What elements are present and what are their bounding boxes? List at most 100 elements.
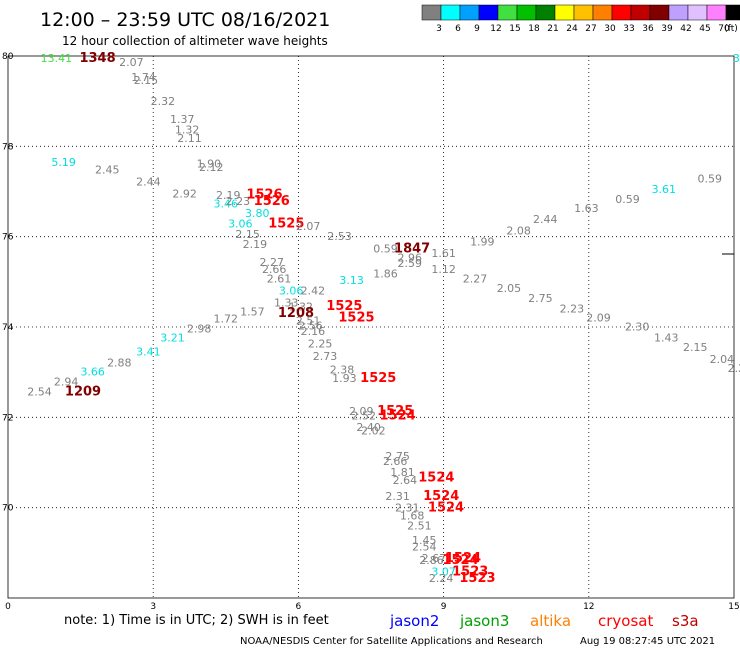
observations: 13.41 1348 2.071.742.152.321.371.322.115.1… <box>27 51 740 586</box>
scale-label: 42 <box>680 24 691 34</box>
wave-height-label: 0.59 <box>698 172 723 185</box>
wave-height-label: 2.54 <box>27 386 52 399</box>
wave-height-label: 2.30 <box>625 321 650 334</box>
scale-label: 6 <box>455 24 461 34</box>
wave-height-label: 1.93 <box>332 372 357 385</box>
wave-height-label: 1523 <box>459 571 495 586</box>
wave-height-label: 2.16 <box>301 325 326 338</box>
x-tick-label: 0 <box>5 602 11 612</box>
wave-height-label: 2.44 <box>533 213 558 226</box>
wave-height-label: 2.73 <box>313 350 338 363</box>
wave-height-label: 1.32 <box>175 124 200 137</box>
axis-ticks: 0 3 6 9 12 15 80 78 76 74 72 70 <box>2 52 740 612</box>
scale-swatch <box>554 4 575 21</box>
x-tick-label: 3 <box>150 602 156 612</box>
wave-height-label: 2.40 <box>356 421 381 434</box>
wave-height-label: 2.09 <box>349 405 374 418</box>
wave-height-label: 1525 <box>326 299 362 314</box>
wave-height-label: 2.51 <box>296 315 321 328</box>
wave-height-label: 1524 <box>428 500 464 515</box>
wave-height-label: 2.08 <box>506 224 531 237</box>
wave-height-label: 1523 <box>452 564 488 579</box>
scale-label: 70 <box>718 24 730 34</box>
scale-swatch <box>611 4 632 21</box>
page-title: 12:00 – 23:59 UTC 08/16/2021 <box>40 9 330 31</box>
wave-height-label: 1524 <box>423 489 459 504</box>
wave-height-label: 3.06 <box>228 218 253 231</box>
wave-height-label: 1526 <box>246 187 282 202</box>
wave-height-label: 1847 <box>394 241 430 256</box>
wave-height-label: 1.43 <box>654 331 679 344</box>
wave-height-label: 1.33 <box>274 297 299 310</box>
wave-height-label: 1524 <box>380 409 416 424</box>
credit-line: NOAA/NESDIS Center for Satellite Applica… <box>240 636 543 647</box>
wave-height-label: 2.19 <box>243 238 268 251</box>
wave-height-label: 13.41 <box>41 52 73 65</box>
wave-height-label: 2.86 <box>419 554 444 567</box>
scale-swatch <box>421 4 442 21</box>
wave-height-label: 2.27 <box>463 273 488 286</box>
page-subtitle: 12 hour collection of altimeter wave hei… <box>62 34 328 48</box>
wave-height-label: 3.66 <box>80 365 105 378</box>
wave-height-label: 1525 <box>377 404 413 419</box>
wave-height-label: 2.67 <box>422 552 447 565</box>
wave-height-label: 2.2 <box>728 362 740 375</box>
y-tick-label: 80 <box>2 52 14 62</box>
wave-height-label: 1.61 <box>431 247 456 260</box>
x-tick-label: 6 <box>296 602 302 612</box>
y-tick-label: 78 <box>2 142 14 152</box>
wave-height-label: 1.68 <box>400 509 425 522</box>
scale-label: 45 <box>699 24 710 34</box>
wave-height-label: 2.61 <box>267 273 292 286</box>
wave-height-label: 2.38 <box>330 364 355 377</box>
wave-height-label: 2.96 <box>397 252 422 265</box>
scale-swatch <box>706 4 727 21</box>
wave-height-label: 1525 <box>268 217 304 232</box>
scale-label: 12 <box>490 24 501 34</box>
wave-height-label: 1.81 <box>390 466 415 479</box>
wave-height-label: 2.66 <box>383 455 408 468</box>
wave-height-label: 3.06 <box>279 284 304 297</box>
wave-height-label: 1.57 <box>240 306 265 319</box>
wave-height-label: 2.25 <box>308 337 333 350</box>
scale-label: 30 <box>604 24 616 34</box>
wave-height-label: 1208 <box>278 306 314 321</box>
scale-swatch <box>497 4 518 21</box>
wave-height-label: 1525 <box>338 311 374 326</box>
satellite-legend-item: cryosat <box>598 612 653 630</box>
wave-height-label: 3.21 <box>160 331 185 344</box>
wave-height-label: 2.64 <box>393 474 418 487</box>
wave-height-label: 2.09 <box>586 312 611 325</box>
scale-swatch <box>478 4 499 21</box>
scale-swatch <box>649 4 670 21</box>
color-scale: 3 6 9 12 15 18 21 24 27 30 33 36 39 42 45 70(ft) <box>421 4 740 34</box>
scale-swatch <box>516 4 537 21</box>
wave-height-label: 1.99 <box>470 236 495 249</box>
wave-height-label: 1.63 <box>574 202 599 215</box>
scale-label: 36 <box>642 24 654 34</box>
wave-height-label: 2.54 <box>412 541 437 554</box>
wave-height-label: 2.07 <box>119 56 144 69</box>
wave-height-label: 2.27 <box>260 256 285 269</box>
wave-height-label: 2.19 <box>216 189 241 202</box>
satellite-legend-item: jason2 <box>389 612 439 630</box>
wave-height-label: 2.59 <box>397 257 422 270</box>
wave-height-label: 2.31 <box>385 490 410 503</box>
satellite-legend: jason2 jason3 altika cryosat s3a <box>389 612 699 630</box>
footnote: note: 1) Time is in UTC; 2) SWH is in fe… <box>64 613 329 628</box>
scale-swatch <box>573 4 594 21</box>
wave-height-label: 2.04 <box>710 353 735 366</box>
wave-height-label: 1.72 <box>214 312 239 325</box>
wave-height-label: 0.59 <box>373 242 398 255</box>
scale-swatch <box>440 4 461 21</box>
scale-swatch <box>459 4 480 21</box>
wave-height-label: 2.94 <box>54 376 79 389</box>
scale-swatch <box>592 4 613 21</box>
wave-height-label: 3.80 <box>245 207 270 220</box>
wave-height-label: 1526 <box>254 194 290 209</box>
wave-height-label: 2.44 <box>136 176 161 189</box>
wave-height-label: 3 <box>733 52 740 65</box>
y-tick-label: 70 <box>2 504 14 514</box>
scale-label: 18 <box>528 24 540 34</box>
wave-height-label: 1.90 <box>197 158 222 171</box>
